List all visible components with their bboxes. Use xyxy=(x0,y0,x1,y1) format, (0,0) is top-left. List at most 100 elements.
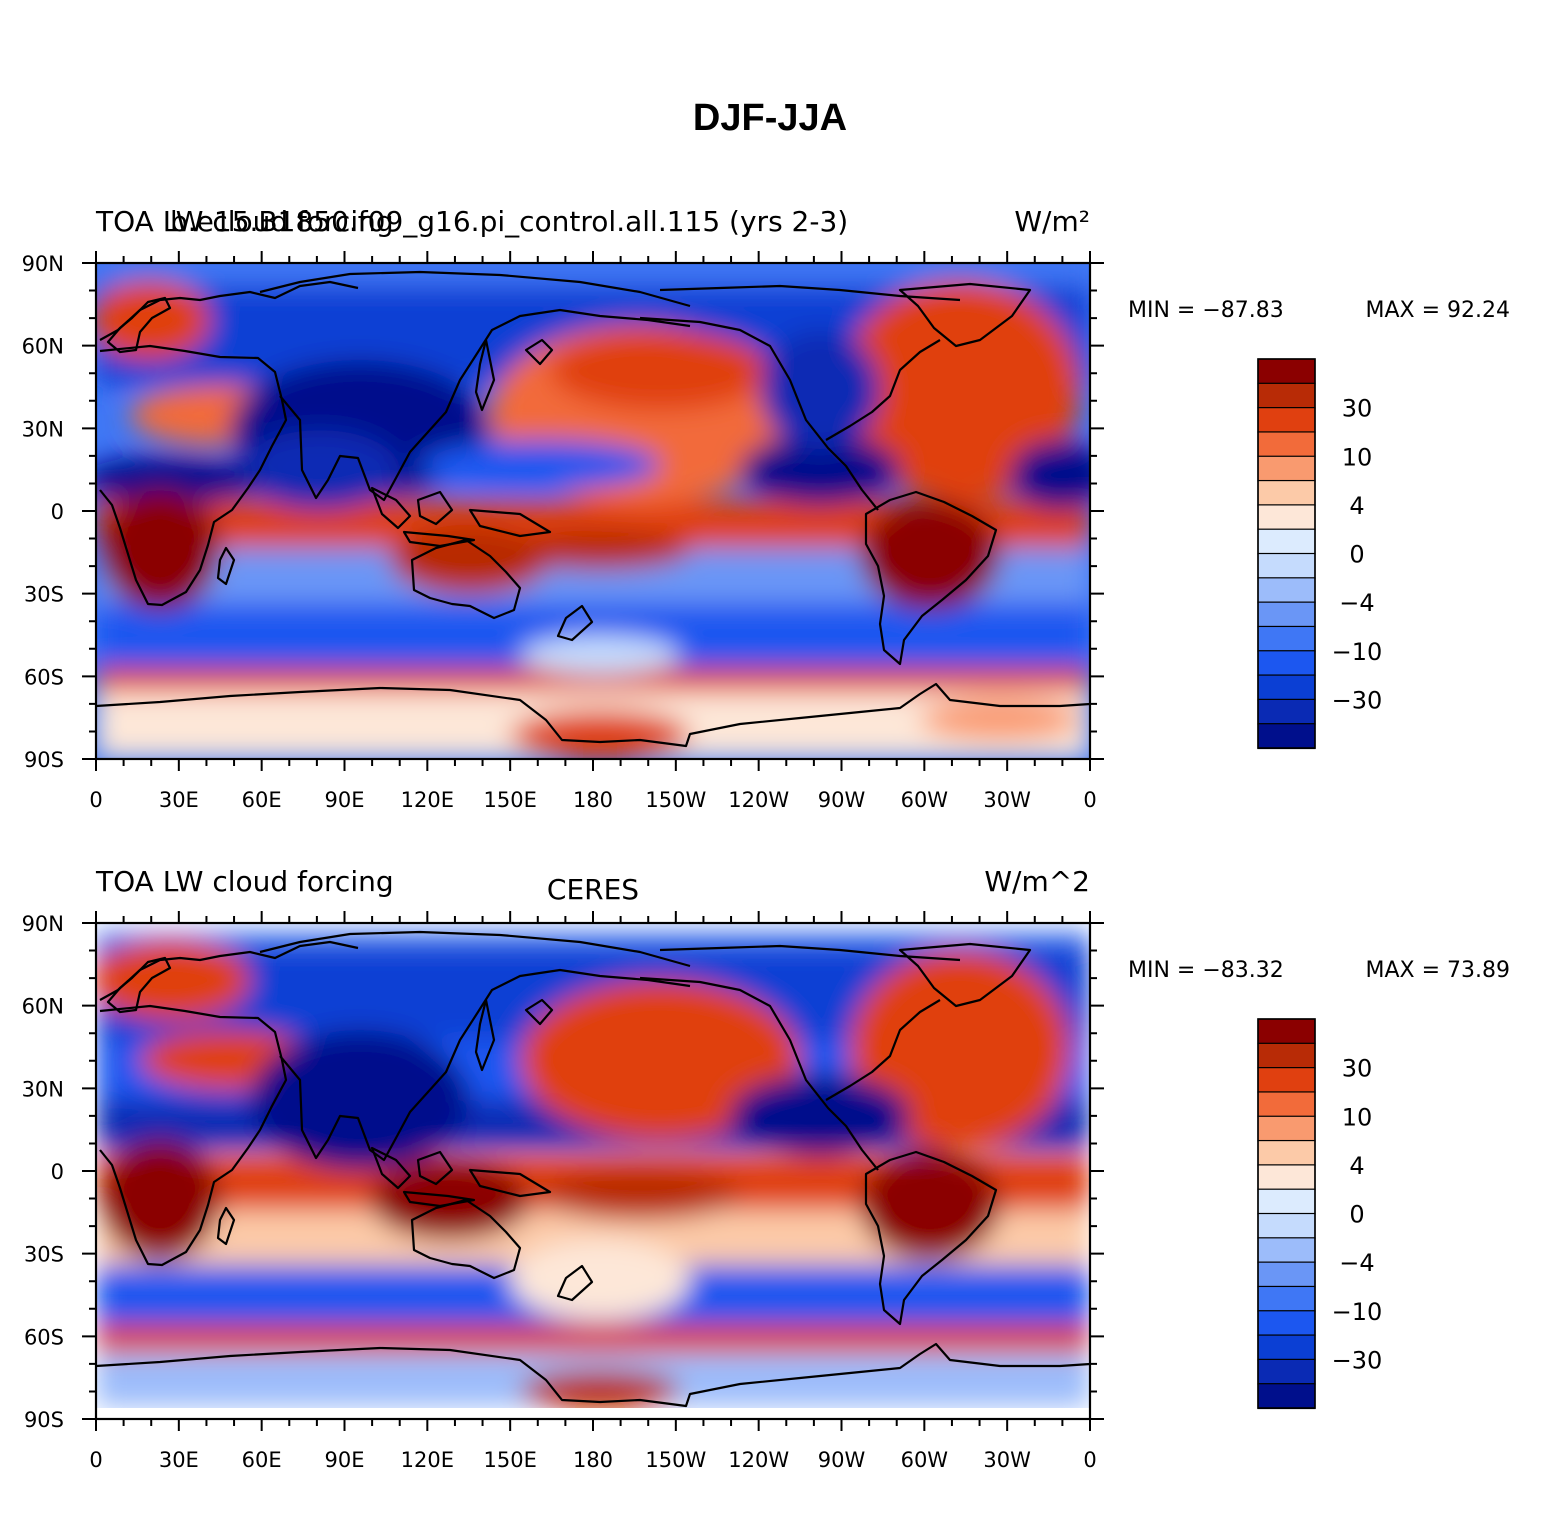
lat-tick-label: 0 xyxy=(51,500,64,524)
lat-tick-label: 60N xyxy=(22,335,64,359)
colorbar-swatch xyxy=(1257,577,1316,604)
axis-ticks xyxy=(82,911,1104,1431)
colorbar-frame xyxy=(1257,1018,1316,1409)
panel-model: TOA LW cloud forcing b.e15.B1850.f09_g16… xyxy=(82,205,1104,771)
colorbar-swatch xyxy=(1257,1115,1316,1142)
lon-tick-label: 90W xyxy=(818,1448,866,1472)
map-field xyxy=(96,263,1090,759)
colorbar-swatch xyxy=(1257,601,1316,628)
tick-marks xyxy=(82,911,1104,1431)
colorbar-label: 0 xyxy=(1349,541,1364,569)
field-blobs xyxy=(96,263,1090,759)
map-field xyxy=(96,923,1090,1419)
colorbar-label: 4 xyxy=(1349,492,1364,520)
lat-tick-label: 30N xyxy=(22,417,64,441)
lon-tick-label: 150E xyxy=(483,1448,536,1472)
lat-tick-label: 60S xyxy=(24,665,64,689)
lon-tick-label: 180 xyxy=(573,1448,613,1472)
panel-obs: TOA LW cloud forcing CERES W/m^2 xyxy=(82,865,1104,1431)
colorbar-label: 4 xyxy=(1349,1152,1364,1180)
lon-tick-label: 30E xyxy=(159,1448,199,1472)
lon-tick-label: 60E xyxy=(242,1448,282,1472)
colorbar-swatch xyxy=(1257,1310,1316,1337)
colorbar-label: −4 xyxy=(1339,1249,1374,1277)
panel-left-title: TOA LW cloud forcing xyxy=(95,865,394,898)
colorbar-swatch xyxy=(1257,1018,1316,1045)
colorbar: 30 10 4 0 −4 −10 −30 xyxy=(1257,358,1383,750)
lat-tick-label: 90S xyxy=(24,1408,64,1432)
lon-tick-label: 120W xyxy=(728,788,789,812)
axis-ticks xyxy=(82,251,1104,771)
colorbar-swatch xyxy=(1257,1188,1316,1215)
lon-tick-label: 0 xyxy=(89,788,102,812)
lon-tick-label: 0 xyxy=(89,1448,102,1472)
colorbar-label: 30 xyxy=(1342,1055,1373,1083)
lon-tick-label: 90E xyxy=(325,1448,365,1472)
lon-tick-label: 60E xyxy=(242,788,282,812)
colorbar-swatch xyxy=(1257,650,1316,677)
colorbar-swatch xyxy=(1257,358,1316,385)
colorbar-label: −10 xyxy=(1332,1298,1383,1326)
colorbar-swatch xyxy=(1257,382,1316,409)
lon-tick-label: 150W xyxy=(645,1448,706,1472)
lon-tick-label: 150W xyxy=(645,788,706,812)
colorbar-swatch xyxy=(1257,1091,1316,1118)
colorbar-swatch xyxy=(1257,1164,1316,1191)
figure-title: DJF-JJA xyxy=(693,97,847,139)
lat-tick-label: 0 xyxy=(51,1160,64,1184)
lon-tick-label: 150E xyxy=(483,788,536,812)
colorbar-label: 0 xyxy=(1349,1201,1364,1229)
lat-tick-label: 60S xyxy=(24,1325,64,1349)
panel-units: W/m^2 xyxy=(984,865,1090,898)
colorbar-swatch xyxy=(1257,1285,1316,1312)
colorbar-label: −10 xyxy=(1332,638,1383,666)
lon-tick-label: 30W xyxy=(983,1448,1031,1472)
colorbar-swatch xyxy=(1257,431,1316,458)
colorbar-label: −30 xyxy=(1332,1346,1383,1374)
colorbar-label: −4 xyxy=(1339,589,1374,617)
lat-tick-label: 30S xyxy=(24,583,64,607)
colorbar-swatch xyxy=(1257,674,1316,701)
colorbar-swatch xyxy=(1257,1383,1316,1410)
lon-tick-label: 60W xyxy=(901,788,949,812)
panel-obs-title: CERES xyxy=(547,873,639,906)
lat-tick-label: 30S xyxy=(24,1243,64,1267)
lon-tick-label: 120W xyxy=(728,1448,789,1472)
lat-tick-label: 30N xyxy=(22,1077,64,1101)
lon-tick-label: 0 xyxy=(1083,788,1096,812)
colorbar-swatch xyxy=(1257,1212,1316,1239)
field-blobs xyxy=(96,932,1090,1410)
colorbar-label: −30 xyxy=(1332,686,1383,714)
colorbar-swatch xyxy=(1257,1139,1316,1166)
lat-tick-label: 90N xyxy=(22,912,64,936)
panel-units: W/m² xyxy=(1014,205,1090,238)
lon-tick-label: 180 xyxy=(573,788,613,812)
lat-tick-label: 90S xyxy=(24,748,64,772)
colorbar-swatch xyxy=(1257,407,1316,434)
lon-tick-label: 0 xyxy=(1083,1448,1096,1472)
max-label: MAX = 73.89 xyxy=(1365,958,1510,983)
lon-tick-label: 120E xyxy=(401,1448,454,1472)
lon-tick-label: 30E xyxy=(159,788,199,812)
colorbar-label: 30 xyxy=(1342,395,1373,423)
panel-case-title: b.e15.B1850.f09_g16.pi_control.all.115 (… xyxy=(170,205,848,238)
colorbar-frame xyxy=(1257,358,1316,749)
tick-marks xyxy=(82,251,1104,771)
colorbar-swatch xyxy=(1257,723,1316,750)
lon-tick-label: 90W xyxy=(818,788,866,812)
min-label: MIN = −83.32 xyxy=(1128,958,1284,983)
colorbar-swatch xyxy=(1257,552,1316,579)
colorbar-swatch xyxy=(1257,528,1316,555)
missing-data-strip xyxy=(96,1408,1090,1419)
lat-tick-label: 60N xyxy=(22,995,64,1019)
colorbar-swatch xyxy=(1257,479,1316,506)
lon-tick-label: 60W xyxy=(901,1448,949,1472)
colorbar: 30 10 4 0 −4 −10 −30 xyxy=(1257,1018,1383,1410)
lon-tick-label: 30W xyxy=(983,788,1031,812)
colorbar-swatch xyxy=(1257,1042,1316,1069)
colorbar-swatch xyxy=(1257,1334,1316,1361)
colorbar-swatch xyxy=(1257,698,1316,725)
min-label: MIN = −87.83 xyxy=(1128,298,1284,323)
colorbar-swatch xyxy=(1257,1358,1316,1385)
